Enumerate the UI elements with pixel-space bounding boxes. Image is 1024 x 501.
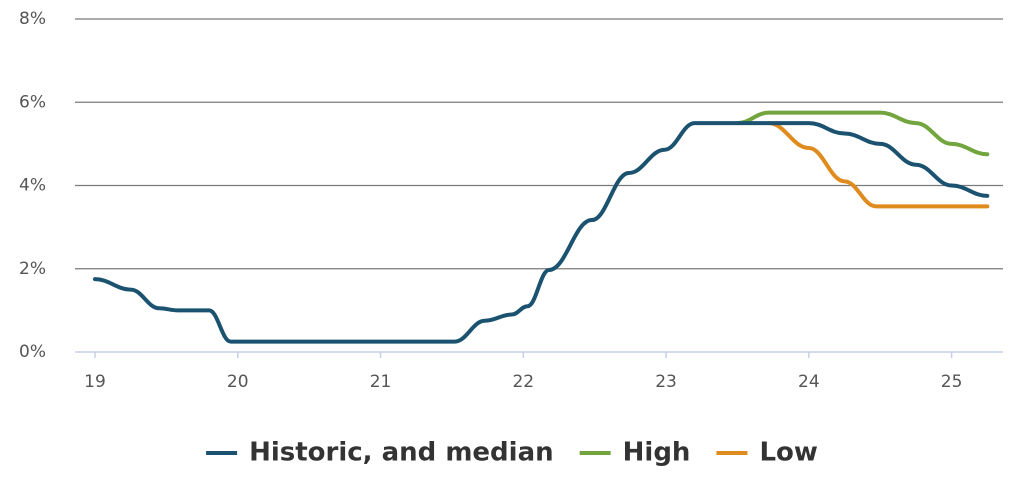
y-tick-label: 8% (19, 9, 46, 29)
legend-label: Historic, and median (249, 438, 554, 468)
legend-label: Low (759, 438, 817, 468)
x-tick-label: 25 (941, 372, 963, 392)
x-tick-label: 19 (84, 372, 106, 392)
y-tick-label: 4% (19, 176, 46, 196)
legend-label: High (623, 438, 691, 468)
y-tick-label: 6% (19, 92, 46, 112)
line-series (766, 121, 990, 209)
x-tick-label: 21 (370, 372, 392, 392)
line-series (735, 110, 990, 157)
x-tick-label: 24 (798, 372, 820, 392)
line-series (92, 121, 990, 344)
y-tick-label: 2% (19, 259, 46, 279)
x-tick-label: 22 (512, 372, 534, 392)
x-tick-label: 20 (227, 372, 249, 392)
y-tick-label: 0% (19, 342, 46, 362)
x-tick-label: 23 (655, 372, 677, 392)
